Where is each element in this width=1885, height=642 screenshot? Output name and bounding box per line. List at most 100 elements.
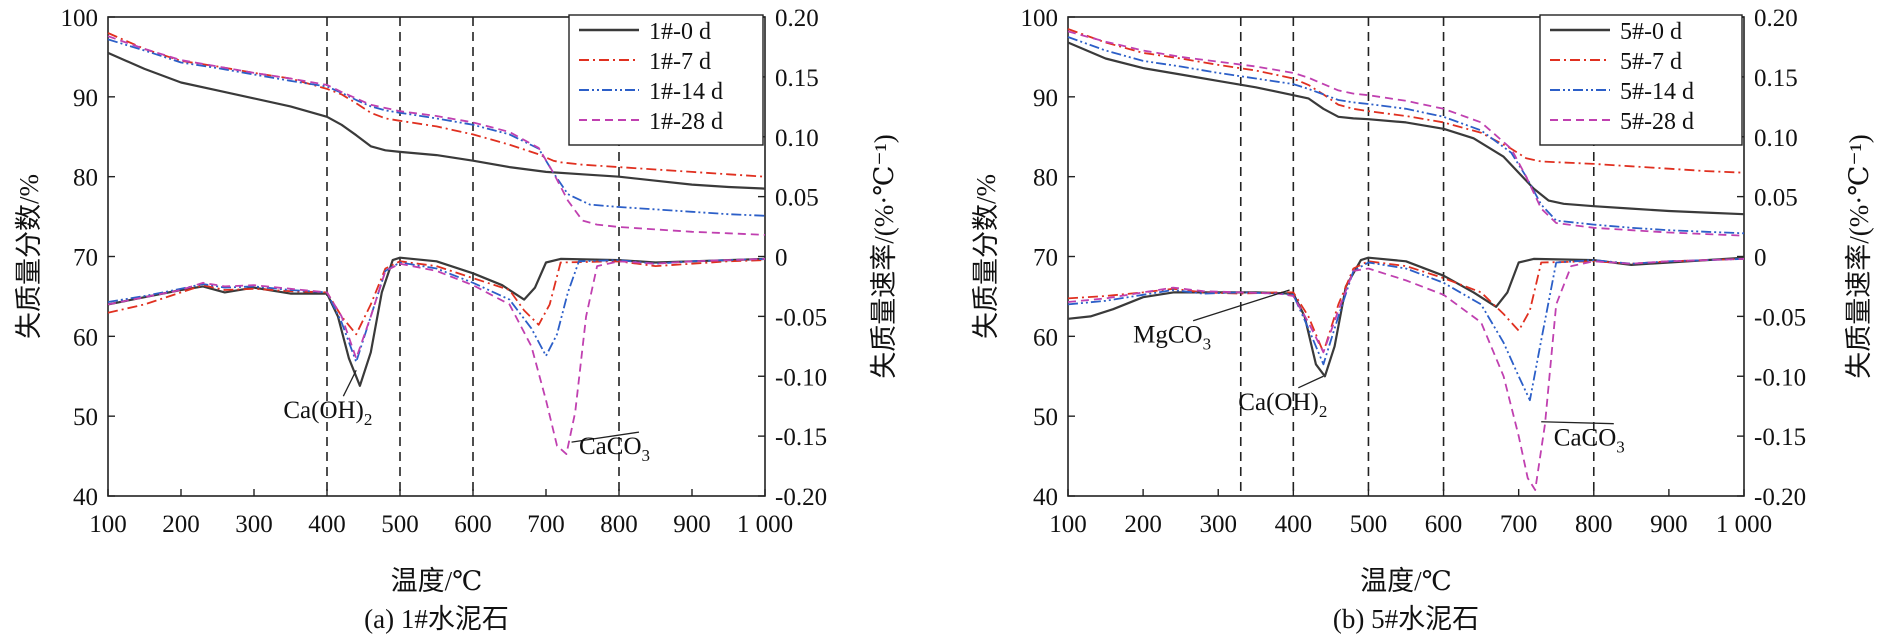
x-tick-label: 800 bbox=[1575, 511, 1613, 538]
annotation-label: CaCO3 bbox=[579, 433, 650, 465]
y2-tick-label: 0.20 bbox=[1754, 5, 1798, 32]
annotation-subscript: 2 bbox=[364, 410, 373, 429]
y2-tick-label: -0.05 bbox=[775, 304, 827, 331]
annotation-text: CaCO bbox=[1554, 425, 1617, 452]
y-tick-label: 70 bbox=[73, 245, 98, 272]
x-tick-label: 300 bbox=[235, 511, 273, 538]
y2-tick-label: 0 bbox=[1754, 245, 1767, 272]
y2-tick-label: -0.10 bbox=[1754, 364, 1806, 391]
y2-tick-label: 0 bbox=[775, 245, 788, 272]
legend-box bbox=[568, 14, 764, 146]
x-tick-label: 800 bbox=[600, 511, 638, 538]
tg-series-line bbox=[1067, 41, 1745, 216]
y-tick-label: 50 bbox=[1033, 404, 1058, 431]
annotation-subscript: 3 bbox=[1616, 438, 1625, 457]
y-axis-title: 失质量分数/% bbox=[971, 174, 1001, 339]
annotation-label: MgCO3 bbox=[1133, 322, 1211, 354]
y-tick-label: 100 bbox=[61, 5, 99, 32]
dtg-series-line bbox=[1067, 258, 1745, 354]
annotation-subscript: 3 bbox=[642, 446, 651, 465]
annotation-subscript: 2 bbox=[1319, 402, 1328, 421]
annotation-leader bbox=[342, 369, 357, 397]
legend-label: 5#-0 d bbox=[1620, 19, 1682, 45]
dtg-series-line bbox=[107, 259, 766, 336]
y2-tick-label: -0.05 bbox=[1754, 304, 1806, 331]
subplot-b: 100 200 300 400 500 600 700 800 900 1 00040506070… bbox=[971, 5, 1874, 634]
x-axis-title: 温度/℃ bbox=[391, 566, 483, 596]
y-tick-label: 40 bbox=[1033, 484, 1058, 511]
subplot-caption: (a) 1#水泥石 bbox=[364, 604, 509, 634]
x-axis-title: 温度/℃ bbox=[1360, 566, 1452, 596]
x-tick-label: 1 000 bbox=[737, 511, 793, 538]
tg-series-line bbox=[1067, 28, 1745, 174]
x-tick-label: 900 bbox=[673, 511, 711, 538]
x-tick-label: 100 bbox=[89, 511, 127, 538]
tg-series-line bbox=[107, 35, 766, 236]
dtg-series-line bbox=[107, 258, 766, 363]
legend-label: 1#-7 d bbox=[649, 49, 711, 75]
y2-tick-label: 0.05 bbox=[1754, 185, 1798, 212]
x-tick-label: 400 bbox=[1275, 511, 1313, 538]
annotation-label: CaCO3 bbox=[1554, 425, 1625, 457]
y2-tick-label: 0.10 bbox=[1754, 125, 1798, 152]
y2-axis-title: 失质量速率/(%·℃⁻¹) bbox=[1844, 134, 1874, 379]
y2-tick-label: 0.15 bbox=[1754, 65, 1798, 92]
x-tick-label: 700 bbox=[1500, 511, 1538, 538]
y2-tick-label: 0.05 bbox=[775, 185, 819, 212]
y2-axis-title: 失质量速率/(%·℃⁻¹) bbox=[869, 134, 899, 379]
tg-series-line bbox=[107, 38, 766, 217]
y2-tick-label: -0.20 bbox=[775, 484, 827, 511]
dtg-series-line bbox=[107, 256, 766, 387]
tg-series-line bbox=[107, 51, 766, 190]
subplot-a: 100 200 300 400 500 600 700 800 900 1 00040506070… bbox=[14, 5, 899, 634]
x-tick-label: 400 bbox=[308, 511, 346, 538]
legend-label: 1#-0 d bbox=[649, 19, 711, 45]
y2-tick-label: 0.15 bbox=[775, 65, 819, 92]
tg-series-line bbox=[1067, 30, 1745, 237]
y-tick-label: 100 bbox=[1021, 5, 1059, 32]
y-tick-label: 80 bbox=[1033, 165, 1058, 192]
y-tick-label: 90 bbox=[1033, 85, 1058, 112]
legend-label: 5#-28 d bbox=[1620, 109, 1694, 135]
x-tick-label: 300 bbox=[1199, 511, 1237, 538]
dtg-series-line bbox=[107, 258, 766, 456]
annotation-leader bbox=[1192, 289, 1290, 322]
annotation-label: Ca(OH)2 bbox=[1238, 389, 1327, 421]
x-tick-label: 500 bbox=[381, 511, 419, 538]
x-tick-label: 600 bbox=[1425, 511, 1463, 538]
annotation-leader bbox=[571, 431, 640, 443]
legend-label: 5#-7 d bbox=[1620, 49, 1682, 75]
annotation-label: Ca(OH)2 bbox=[283, 397, 372, 429]
dtg-series-line bbox=[1067, 258, 1745, 402]
x-tick-label: 500 bbox=[1350, 511, 1388, 538]
x-tick-label: 900 bbox=[1650, 511, 1688, 538]
legend-label: 1#-28 d bbox=[649, 109, 723, 135]
dtg-series-line bbox=[1067, 256, 1745, 378]
annotation-leader bbox=[1298, 375, 1324, 389]
y2-tick-label: -0.10 bbox=[775, 364, 827, 391]
y-tick-label: 50 bbox=[73, 404, 98, 431]
y2-tick-label: 0.20 bbox=[775, 5, 819, 32]
annotation-subscript: 3 bbox=[1203, 335, 1212, 354]
x-tick-label: 100 bbox=[1049, 511, 1087, 538]
annotation-text: CaCO bbox=[579, 433, 642, 460]
annotation-leader bbox=[1541, 421, 1614, 425]
y-tick-label: 40 bbox=[73, 484, 98, 511]
legend-label: 5#-14 d bbox=[1620, 79, 1694, 105]
x-tick-label: 1 000 bbox=[1716, 511, 1772, 538]
y-tick-label: 70 bbox=[1033, 245, 1058, 272]
legend-label: 1#-14 d bbox=[649, 79, 723, 105]
x-tick-label: 700 bbox=[527, 511, 565, 538]
x-tick-label: 600 bbox=[454, 511, 492, 538]
subplot-caption: (b) 5#水泥石 bbox=[1333, 604, 1479, 634]
y2-tick-label: 0.10 bbox=[775, 125, 819, 152]
legend-box bbox=[1539, 14, 1743, 146]
annotation-text: Ca(OH) bbox=[283, 397, 364, 424]
y-axis-title: 失质量分数/% bbox=[14, 174, 44, 339]
y2-tick-label: -0.20 bbox=[1754, 484, 1806, 511]
y2-tick-label: -0.15 bbox=[1754, 424, 1806, 451]
y-tick-label: 90 bbox=[73, 85, 98, 112]
y2-tick-label: -0.15 bbox=[775, 424, 827, 451]
y-tick-label: 60 bbox=[1033, 324, 1058, 351]
